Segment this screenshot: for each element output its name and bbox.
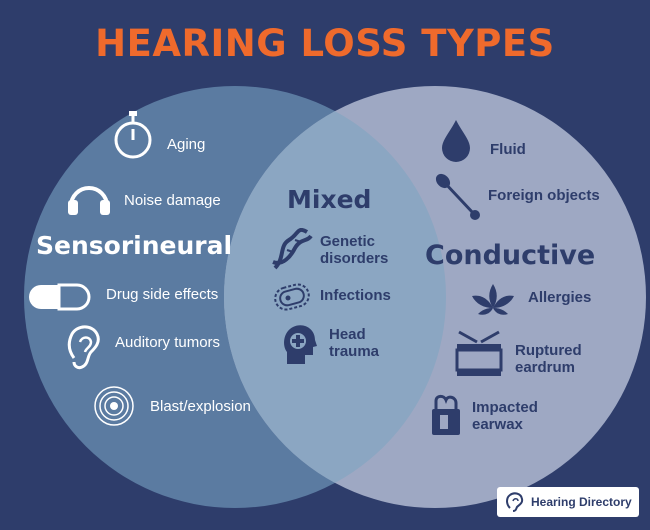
flower-icon bbox=[472, 284, 514, 315]
item-foreign-objects: Foreign objects bbox=[488, 187, 600, 204]
ear-icon bbox=[67, 325, 100, 370]
item-aging: Aging bbox=[167, 136, 206, 153]
item-drug-side-effects: Drug side effects bbox=[106, 286, 219, 303]
item-impacted-earwax: Impacted earwax bbox=[472, 399, 538, 433]
blast-icon bbox=[94, 386, 134, 426]
item-auditory-tumors: Auditory tumors bbox=[115, 334, 221, 351]
item-head-trauma: Head trauma bbox=[329, 326, 380, 360]
headphones-icon bbox=[68, 186, 110, 215]
item-ruptured-eardrum: Ruptured eardrum bbox=[515, 342, 582, 376]
drum-icon bbox=[455, 330, 503, 376]
dna-icon bbox=[272, 228, 313, 270]
item-genetic-disorders: Genetic disorders bbox=[320, 233, 389, 267]
item-noise-damage: Noise damage bbox=[124, 192, 221, 209]
item-fluid: Fluid bbox=[490, 141, 526, 158]
item-blast-explosion: Blast/explosion bbox=[150, 398, 251, 415]
earwax-jar-icon bbox=[432, 394, 460, 435]
page-title: HEARING LOSS TYPES bbox=[95, 22, 555, 65]
head-medical-icon bbox=[284, 325, 317, 364]
sensorineural-heading: Sensorineural bbox=[36, 231, 233, 260]
mixed-heading: Mixed bbox=[287, 185, 372, 214]
item-allergies: Allergies bbox=[528, 289, 592, 306]
brand-logo[interactable]: Hearing Directory bbox=[497, 487, 639, 517]
logo-text: Hearing Directory bbox=[531, 495, 632, 509]
ear-logo-icon bbox=[506, 492, 524, 512]
pill-icon bbox=[29, 283, 91, 311]
mixed-overlap bbox=[224, 86, 446, 508]
item-infections: Infections bbox=[320, 287, 391, 304]
bacteria-icon bbox=[274, 283, 310, 311]
stopwatch-icon bbox=[114, 111, 152, 159]
cotton-swab-icon bbox=[435, 173, 480, 220]
droplet-icon bbox=[442, 120, 470, 162]
conductive-heading: Conductive bbox=[425, 240, 596, 271]
